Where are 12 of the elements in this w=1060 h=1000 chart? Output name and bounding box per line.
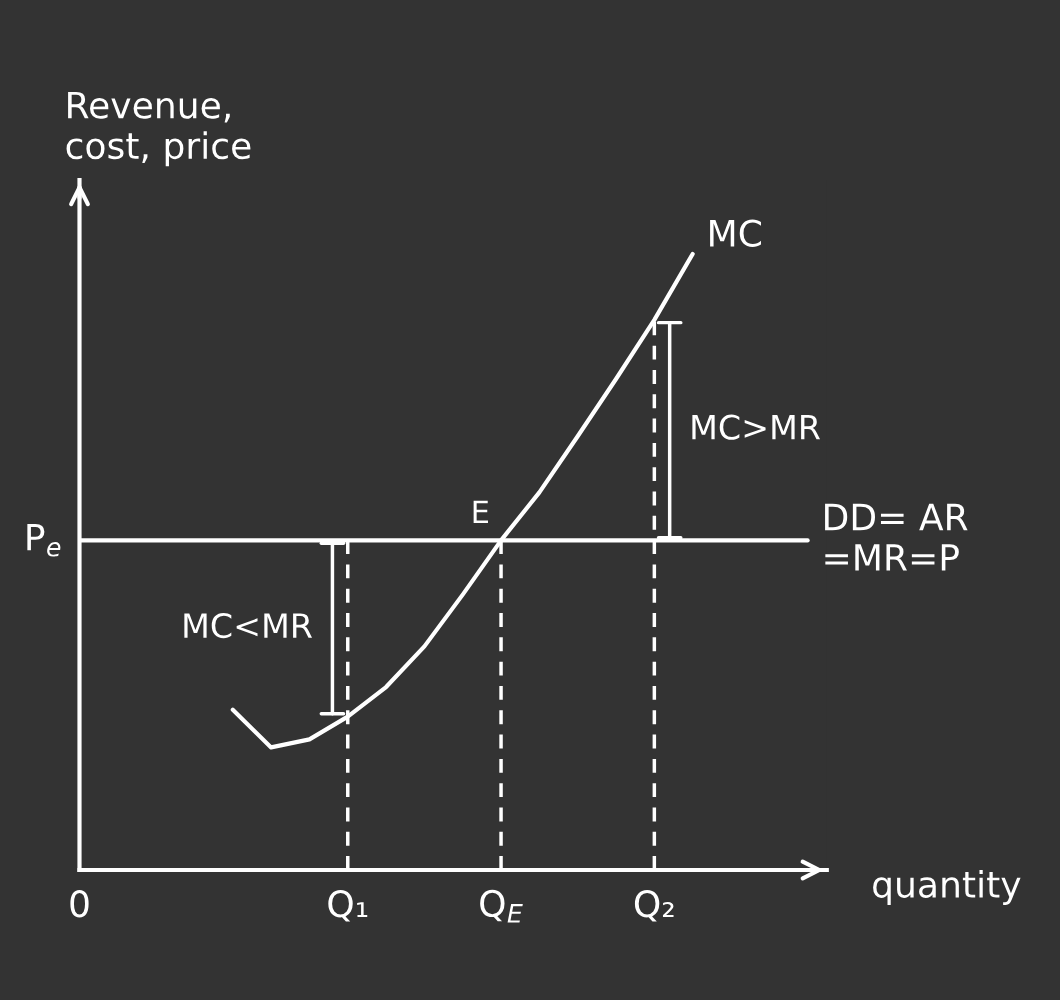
annotation: MC<MR: [184, 612, 313, 639]
annotation: P$_{e}$: [27, 524, 61, 557]
x-axis-title: quantity: [873, 870, 1021, 905]
y-axis-title: Revenue, cost, price: [66, 91, 251, 167]
annotation: E: [473, 500, 488, 523]
x-tick-label: 0: [70, 890, 89, 918]
x-tick-label: Q₁: [328, 890, 368, 922]
x-tick-label: Q$_{E}$: [480, 889, 523, 923]
annotation: MC>MR: [692, 414, 821, 440]
series-label: DD= AR =MR=P: [825, 503, 968, 571]
x-tick-label: Q₂: [634, 890, 674, 922]
series-label: MC: [710, 219, 761, 247]
